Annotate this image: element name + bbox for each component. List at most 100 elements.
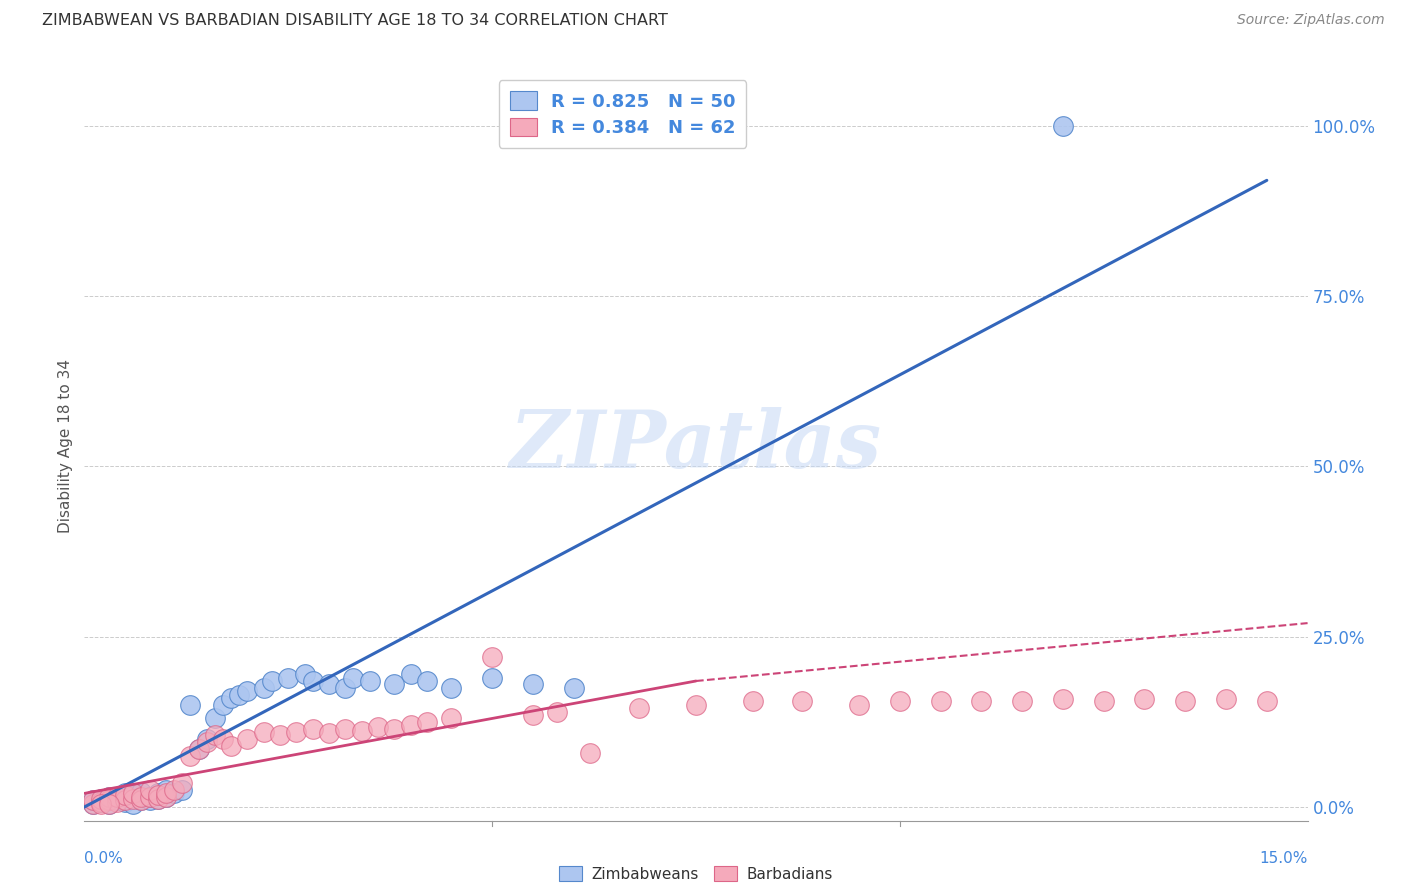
Point <box>114 795 136 809</box>
Point <box>131 793 153 807</box>
Point <box>253 725 276 739</box>
Point <box>155 783 177 797</box>
Point <box>187 742 209 756</box>
Point <box>138 783 160 797</box>
Point <box>138 793 160 807</box>
Point <box>163 786 186 800</box>
Point <box>212 698 235 712</box>
Point <box>1092 694 1115 708</box>
Point <box>335 681 357 695</box>
Point <box>1052 119 1074 133</box>
Point <box>138 789 160 804</box>
Point <box>105 795 128 809</box>
Point <box>105 789 128 804</box>
Point <box>97 793 120 807</box>
Point <box>155 789 177 804</box>
Point <box>579 746 602 760</box>
Point <box>562 681 585 695</box>
Point <box>481 671 503 685</box>
Point <box>294 667 316 681</box>
Point <box>318 726 340 740</box>
Point <box>970 694 993 708</box>
Point <box>399 718 422 732</box>
Point <box>114 788 136 802</box>
Point <box>522 708 544 723</box>
Point <box>236 731 259 746</box>
Point <box>416 673 439 688</box>
Point <box>105 789 128 804</box>
Point <box>228 688 250 702</box>
Point <box>122 792 145 806</box>
Point <box>285 725 308 739</box>
Y-axis label: Disability Age 18 to 34: Disability Age 18 to 34 <box>58 359 73 533</box>
Point <box>627 701 650 715</box>
Point <box>204 729 226 743</box>
Point <box>82 797 104 811</box>
Point <box>195 731 218 746</box>
Legend: Zimbabweans, Barbadians: Zimbabweans, Barbadians <box>554 860 838 888</box>
Point <box>481 650 503 665</box>
Point <box>848 698 870 712</box>
Point <box>122 788 145 802</box>
Point <box>155 789 177 804</box>
Point <box>440 711 463 725</box>
Point <box>382 722 405 736</box>
Point <box>131 788 153 802</box>
Point <box>212 731 235 746</box>
Point <box>82 793 104 807</box>
Point <box>82 793 104 807</box>
Point <box>138 789 160 804</box>
Point <box>114 793 136 807</box>
Point <box>1256 694 1278 708</box>
Point <box>1011 694 1033 708</box>
Point <box>195 735 218 749</box>
Text: 0.0%: 0.0% <box>84 851 124 866</box>
Point <box>929 694 952 708</box>
Point <box>382 677 405 691</box>
Point <box>97 789 120 804</box>
Point <box>269 729 291 743</box>
Point <box>163 783 186 797</box>
Point <box>82 797 104 811</box>
Point <box>122 797 145 811</box>
Point <box>179 748 201 763</box>
Point <box>1174 694 1197 708</box>
Point <box>742 694 765 708</box>
Point <box>1052 692 1074 706</box>
Text: 15.0%: 15.0% <box>1260 851 1308 866</box>
Point <box>204 711 226 725</box>
Point <box>90 792 112 806</box>
Point <box>187 742 209 756</box>
Point <box>260 673 283 688</box>
Point <box>367 720 389 734</box>
Point <box>1215 692 1237 706</box>
Point <box>335 722 357 736</box>
Point <box>131 789 153 804</box>
Point <box>172 783 194 797</box>
Point <box>546 705 568 719</box>
Point <box>219 691 242 706</box>
Point <box>440 681 463 695</box>
Point <box>97 797 120 811</box>
Point <box>122 792 145 806</box>
Point <box>277 671 299 685</box>
Point <box>399 667 422 681</box>
Point <box>318 677 340 691</box>
Point <box>90 792 112 806</box>
Point <box>350 723 373 738</box>
Point <box>172 776 194 790</box>
Point <box>105 793 128 807</box>
Point <box>146 792 169 806</box>
Point <box>359 673 381 688</box>
Point <box>97 789 120 804</box>
Point <box>114 793 136 807</box>
Point <box>179 698 201 712</box>
Point <box>416 714 439 729</box>
Point <box>1133 692 1156 706</box>
Point <box>131 785 153 799</box>
Point <box>790 694 813 708</box>
Point <box>522 677 544 691</box>
Point <box>301 722 323 736</box>
Point <box>90 795 112 809</box>
Point <box>131 793 153 807</box>
